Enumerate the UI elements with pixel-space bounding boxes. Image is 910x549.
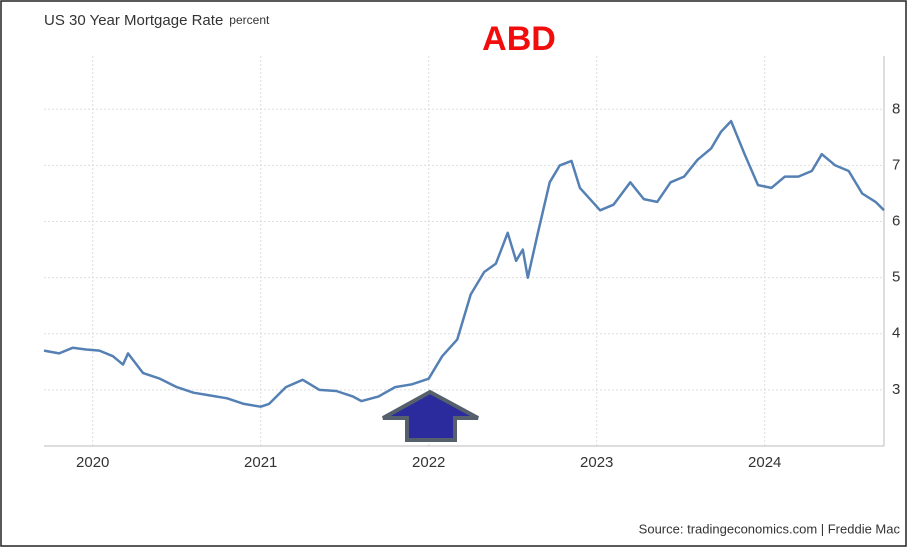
- source: Source: tradingeconomics.com | Freddie M…: [639, 521, 901, 536]
- plot: 3 4 5 6 7 8 2020 2021 2022 2023 2024: [43, 56, 900, 471]
- x-tick-label: 2024: [748, 454, 781, 471]
- y-tick-label: 3: [892, 381, 900, 398]
- y-tick-label: 4: [892, 325, 900, 342]
- chart-title: US 30 Year Mortgage Rate percent: [44, 12, 270, 29]
- y-tick-label: 6: [892, 213, 900, 230]
- annotation: ABD: [482, 20, 556, 58]
- x-tick-label: 2020: [76, 454, 109, 471]
- line-series: [43, 119, 885, 408]
- x-tick-label: 2021: [244, 454, 277, 471]
- y-tick-label: 7: [892, 156, 900, 173]
- title: US 30 Year Mortgage Rate: [44, 12, 223, 29]
- y-tick-label: 5: [892, 269, 900, 286]
- arrow: [382, 389, 479, 442]
- x-tick-label: 2023: [580, 454, 613, 471]
- y-tick-label: 8: [892, 100, 900, 117]
- x-tick-label: 2022: [412, 454, 445, 471]
- subtitle: percent: [229, 13, 270, 27]
